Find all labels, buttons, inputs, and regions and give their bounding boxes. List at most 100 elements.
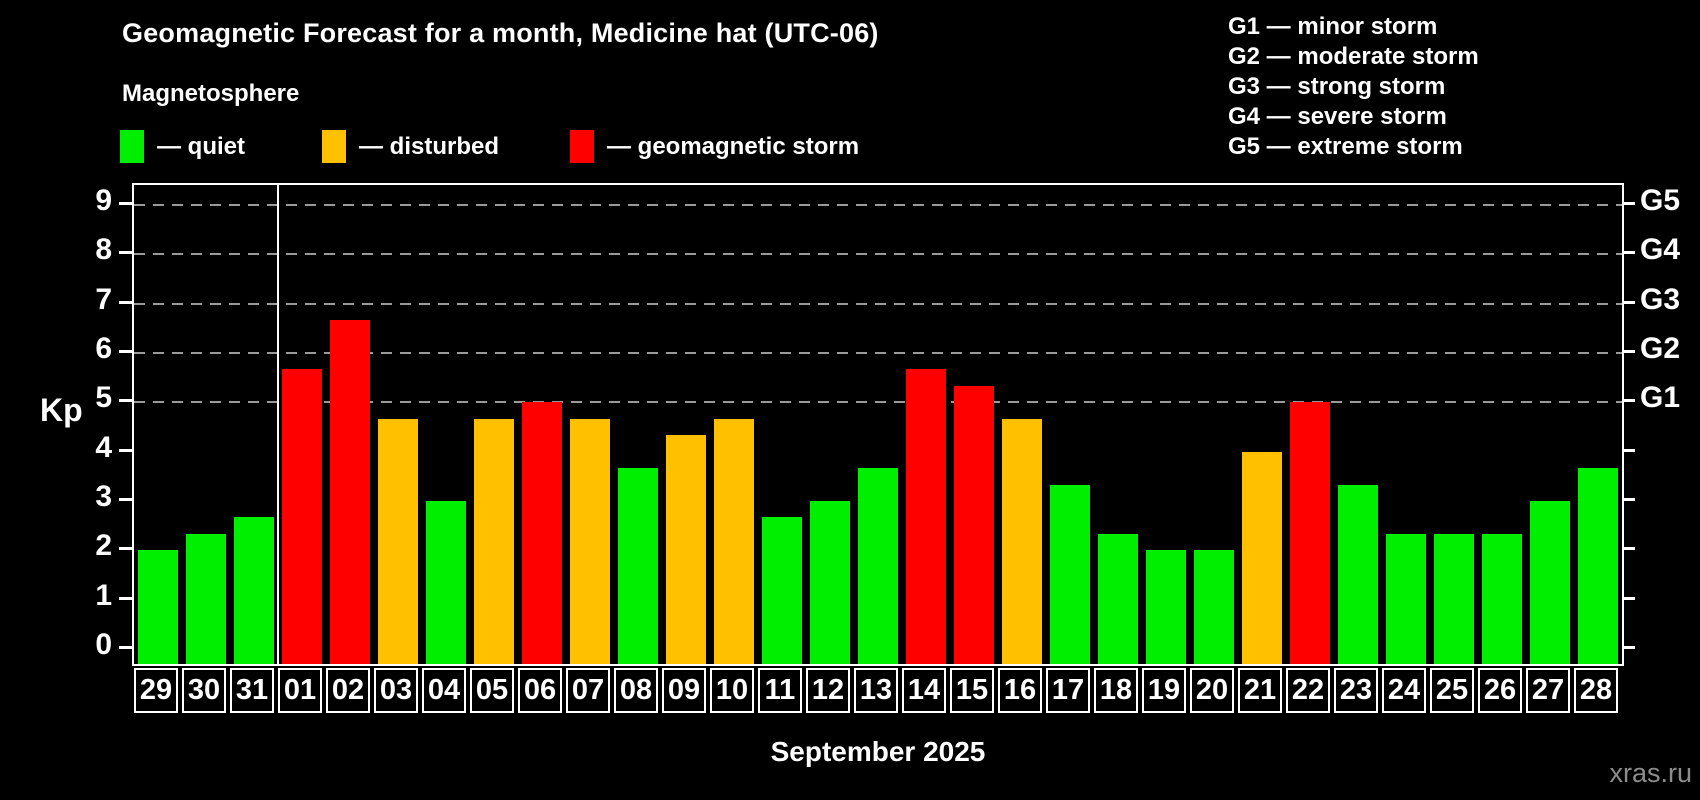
bar-day-31 [234, 517, 274, 664]
day-label-26: 26 [1478, 668, 1522, 713]
y-tick-label-2: 2 [95, 529, 112, 563]
day-label-30: 30 [182, 668, 226, 713]
bar-day-15 [954, 385, 994, 664]
day-label-02: 02 [326, 668, 370, 713]
chart-title: Geomagnetic Forecast for a month, Medici… [122, 18, 879, 48]
g3-legend-line: G3 — strong storm [1228, 73, 1446, 100]
day-label-09: 09 [662, 668, 706, 713]
month-separator-line [277, 185, 279, 664]
right-tick-kp2 [1622, 547, 1635, 551]
storm-label: — geomagnetic storm [607, 133, 860, 160]
plot-area [132, 183, 1624, 666]
bar-day-02 [330, 319, 370, 664]
day-label-28: 28 [1574, 668, 1618, 713]
bar-day-12 [810, 501, 850, 664]
bar-day-06 [522, 402, 562, 664]
bar-day-01 [282, 369, 322, 664]
day-label-21: 21 [1238, 668, 1282, 713]
bar-day-24 [1386, 534, 1426, 664]
bar-day-11 [762, 517, 802, 664]
day-label-12: 12 [806, 668, 850, 713]
left-tick-kp7 [119, 300, 132, 304]
disturbed-label: — disturbed [359, 133, 500, 160]
y-tick-label-0: 0 [95, 628, 112, 662]
y-tick-label-4: 4 [95, 430, 112, 464]
right-axis-label-g5: G5 [1640, 183, 1681, 217]
day-label-05: 05 [470, 668, 514, 713]
g4-legend-line: G4 — severe storm [1228, 103, 1447, 130]
left-tick-kp0 [119, 646, 132, 650]
left-tick-kp6 [119, 349, 132, 353]
gridline-kp7 [134, 302, 1622, 305]
day-label-16: 16 [998, 668, 1042, 713]
bar-day-04 [426, 501, 466, 664]
magnetosphere-label: Magnetosphere [122, 80, 300, 107]
day-label-06: 06 [518, 668, 562, 713]
bar-day-09 [666, 435, 706, 664]
right-tick-kp1 [1622, 596, 1635, 600]
left-tick-kp8 [119, 251, 132, 255]
bar-day-28 [1578, 467, 1618, 664]
day-label-17: 17 [1046, 668, 1090, 713]
bar-day-29 [138, 550, 178, 664]
left-tick-kp4 [119, 448, 132, 452]
day-label-31: 31 [230, 668, 274, 713]
day-label-25: 25 [1430, 668, 1474, 713]
bar-day-08 [618, 467, 658, 664]
storm-swatch [570, 130, 594, 163]
g1-legend-line: G1 — minor storm [1228, 13, 1438, 40]
gridline-kp6 [134, 351, 1622, 354]
quiet-label: — quiet [157, 133, 245, 160]
left-tick-kp2 [119, 547, 132, 551]
bar-day-27 [1530, 501, 1570, 664]
bar-day-25 [1434, 534, 1474, 664]
right-axis-label-g1: G1 [1640, 381, 1681, 415]
left-tick-kp1 [119, 596, 132, 600]
right-tick-kp4 [1622, 448, 1635, 452]
bar-day-18 [1098, 534, 1138, 664]
day-label-24: 24 [1382, 668, 1426, 713]
y-axis-title: Kp [40, 392, 83, 428]
left-tick-kp3 [119, 498, 132, 502]
gridline-kp5 [134, 401, 1622, 404]
right-tick-kp8 [1622, 251, 1635, 255]
day-label-10: 10 [710, 668, 754, 713]
bar-day-21 [1242, 451, 1282, 664]
bar-day-10 [714, 418, 754, 664]
day-label-22: 22 [1286, 668, 1330, 713]
quiet-swatch [120, 130, 144, 163]
right-tick-kp9 [1622, 201, 1635, 205]
day-label-03: 03 [374, 668, 418, 713]
bar-day-13 [858, 467, 898, 664]
day-label-20: 20 [1190, 668, 1234, 713]
right-axis-label-g2: G2 [1640, 331, 1681, 365]
y-tick-label-9: 9 [95, 183, 112, 217]
gridline-kp9 [134, 203, 1622, 206]
left-tick-kp5 [119, 399, 132, 403]
bar-day-03 [378, 418, 418, 664]
day-label-23: 23 [1334, 668, 1378, 713]
g2-legend-line: G2 — moderate storm [1228, 43, 1479, 70]
bar-day-26 [1482, 534, 1522, 664]
y-tick-label-7: 7 [95, 282, 112, 316]
right-axis-label-g4: G4 [1640, 233, 1681, 267]
day-label-11: 11 [758, 668, 802, 713]
day-label-15: 15 [950, 668, 994, 713]
bar-day-14 [906, 369, 946, 664]
y-tick-label-3: 3 [95, 480, 112, 514]
right-axis-label-g3: G3 [1640, 282, 1681, 316]
left-tick-kp9 [119, 201, 132, 205]
watermark: xras.ru [1609, 758, 1692, 788]
y-tick-label-5: 5 [95, 381, 112, 415]
day-label-04: 04 [422, 668, 466, 713]
bar-day-20 [1194, 550, 1234, 664]
day-label-18: 18 [1094, 668, 1138, 713]
bar-day-30 [186, 534, 226, 664]
right-tick-kp0 [1622, 646, 1635, 650]
right-tick-kp5 [1622, 399, 1635, 403]
disturbed-swatch [322, 130, 346, 163]
y-tick-label-6: 6 [95, 331, 112, 365]
day-label-08: 08 [614, 668, 658, 713]
bar-day-16 [1002, 418, 1042, 664]
